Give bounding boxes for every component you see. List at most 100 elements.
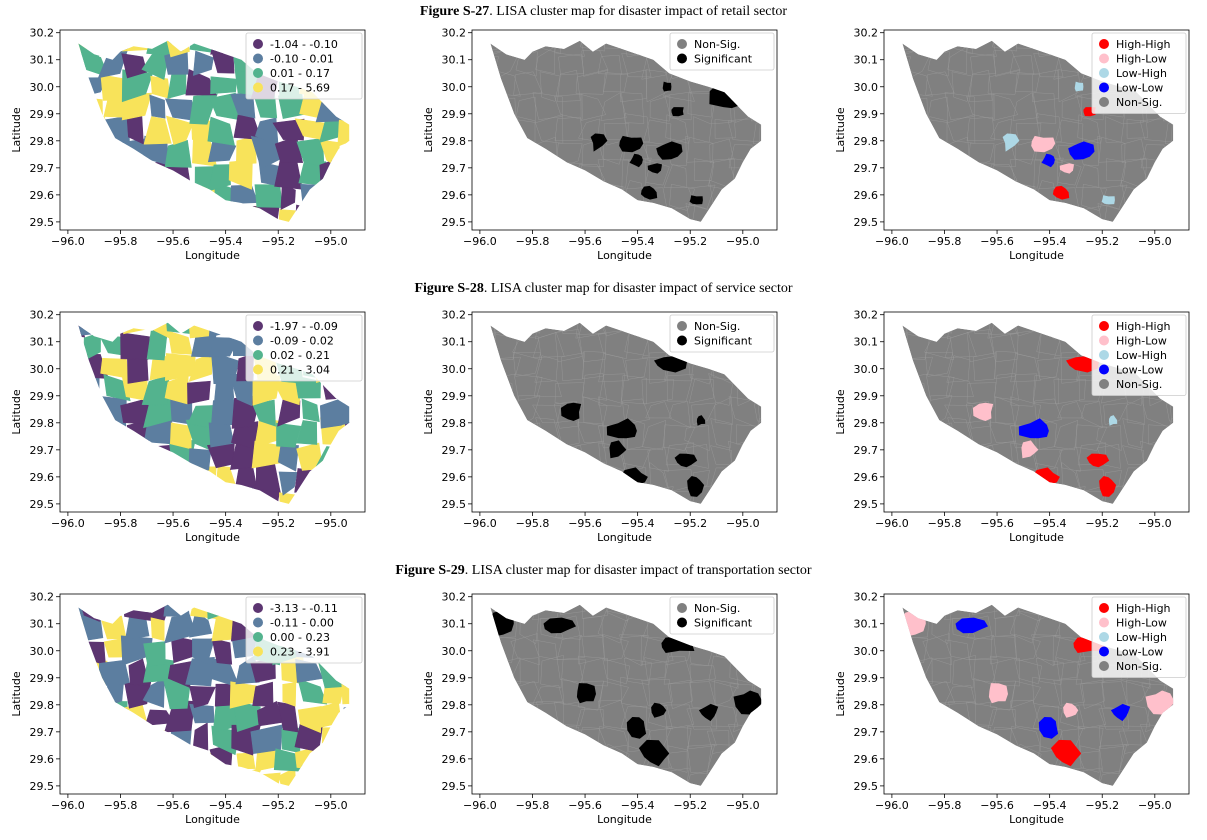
- tract-boundary: [750, 654, 762, 688]
- tract-boundary: [622, 485, 648, 504]
- tract-boundary: [598, 373, 626, 407]
- tract-boundary: [510, 441, 543, 471]
- tract-boundary: [729, 74, 760, 102]
- tract-boundary: [902, 441, 909, 473]
- cluster-region-low-high: [1101, 195, 1115, 205]
- tract-polygon: [78, 96, 103, 125]
- legend-marker: [677, 617, 687, 628]
- tract-boundary: [492, 767, 522, 786]
- tract-polygon: [78, 702, 86, 731]
- legend-frame: [669, 596, 775, 635]
- caption-figure-s27-label: Figure S-27: [419, 4, 490, 19]
- tract-boundary: [513, 492, 535, 504]
- map-panel-s-29-significance: −96.0 −95.8 −95.6 −95.4 −95.2 −95.0 29.5 29.6 29…: [422, 591, 778, 826]
- cluster-region-high-high: [1099, 476, 1117, 497]
- tract-polygon: [99, 202, 130, 222]
- tract-boundary: [903, 442, 934, 469]
- x-tick-label: −95.4: [209, 799, 243, 812]
- axes-frame: [59, 311, 366, 513]
- tract-boundary: [952, 655, 976, 689]
- tract-boundary: [1014, 40, 1040, 49]
- tract-boundary: [647, 705, 673, 730]
- tract-boundary: [554, 329, 583, 363]
- tract-boundary: [728, 463, 754, 495]
- legend: -1.04 - -0.10 -0.10 - 0.010.01 - 0.17 0.17…: [245, 32, 363, 100]
- tract-polygon: [165, 98, 197, 122]
- tract-polygon: [142, 444, 173, 474]
- tract-boundary: [490, 334, 496, 362]
- caption-figure-s29-label: Figure S-29: [395, 563, 465, 578]
- tract-boundary: [923, 702, 948, 731]
- tract-boundary: [644, 657, 667, 680]
- tract-boundary: [905, 702, 933, 727]
- y-tick-label: 30.0: [442, 363, 467, 376]
- y-tick-label: 29.9: [442, 108, 467, 121]
- tract-boundary: [555, 463, 579, 491]
- tract-polygon: [341, 185, 350, 214]
- tract-polygon: [206, 771, 240, 786]
- tract-polygon: [122, 40, 152, 52]
- tract-boundary: [535, 114, 564, 144]
- tract-boundary: [1121, 138, 1146, 164]
- tract-boundary: [751, 351, 762, 379]
- x-tick-label: −95.2: [673, 799, 707, 812]
- tract-boundary: [601, 633, 629, 662]
- map-panel-s-27-quantiles: −96.0 −95.8 −95.6 −95.4 −95.2 −95.0 29.5 29.6 29…: [10, 27, 366, 262]
- tract-polygon: [185, 68, 217, 96]
- tract-polygon: [78, 331, 82, 354]
- tract-polygon: [144, 709, 175, 726]
- tract-boundary: [641, 679, 673, 706]
- tract-boundary: [533, 376, 562, 397]
- tract-boundary: [902, 726, 930, 755]
- tract-boundary: [713, 203, 738, 222]
- tract-polygon: [315, 184, 347, 212]
- y-tick-label: 30.2: [30, 309, 55, 322]
- tract-boundary: [714, 396, 733, 425]
- tract-boundary: [620, 375, 647, 405]
- tract-boundary: [902, 677, 910, 709]
- tract-boundary: [575, 709, 604, 731]
- tract-boundary: [509, 179, 538, 213]
- tract-boundary: [491, 442, 522, 469]
- tract-boundary: [1009, 726, 1041, 750]
- tract-boundary: [647, 205, 668, 222]
- tract-boundary: [1055, 771, 1084, 786]
- tract-polygon: [337, 119, 350, 147]
- tract-boundary: [987, 709, 1016, 731]
- y-tick-label: 29.7: [854, 726, 879, 739]
- tract-boundary: [534, 768, 565, 786]
- x-tick-label: −95.0: [726, 517, 760, 530]
- tract-boundary: [581, 604, 608, 619]
- tract-boundary: [710, 445, 733, 466]
- tract-boundary: [967, 463, 991, 491]
- tract-boundary: [643, 604, 669, 618]
- tract-boundary: [602, 40, 628, 49]
- tract-boundary: [625, 604, 652, 615]
- legend-marker: [253, 364, 263, 375]
- legend-marker: [1099, 82, 1109, 93]
- tract-polygon: [165, 207, 196, 222]
- tract-boundary: [494, 463, 521, 493]
- cluster-region-low-low: [543, 617, 576, 634]
- tract-boundary: [908, 421, 929, 446]
- tract-polygon: [78, 322, 86, 338]
- tract-boundary: [754, 442, 762, 470]
- tract-polygon: [120, 162, 147, 185]
- tract-boundary: [490, 354, 494, 375]
- tract-polygon: [231, 421, 259, 450]
- tract-boundary: [995, 616, 1015, 638]
- x-tick-label: −95.2: [1085, 799, 1119, 812]
- cluster-region-low-high: [618, 759, 630, 770]
- tract-boundary: [927, 422, 954, 449]
- map-panel-s-28-clusters: −96.0 −95.8 −95.6 −95.4 −95.2 −95.0 29.5 29.6 29…: [834, 309, 1190, 544]
- tract-boundary: [490, 135, 498, 167]
- tract-boundary: [732, 184, 761, 212]
- tract-polygon: [343, 484, 350, 504]
- y-tick-label: 29.5: [30, 216, 55, 229]
- tract-boundary: [663, 424, 696, 451]
- cluster-region-high-high: [1052, 185, 1070, 200]
- tract-boundary: [754, 728, 762, 755]
- tract-polygon: [141, 744, 170, 775]
- x-tick-label: −96.0: [51, 799, 85, 812]
- tract-boundary: [1139, 484, 1173, 504]
